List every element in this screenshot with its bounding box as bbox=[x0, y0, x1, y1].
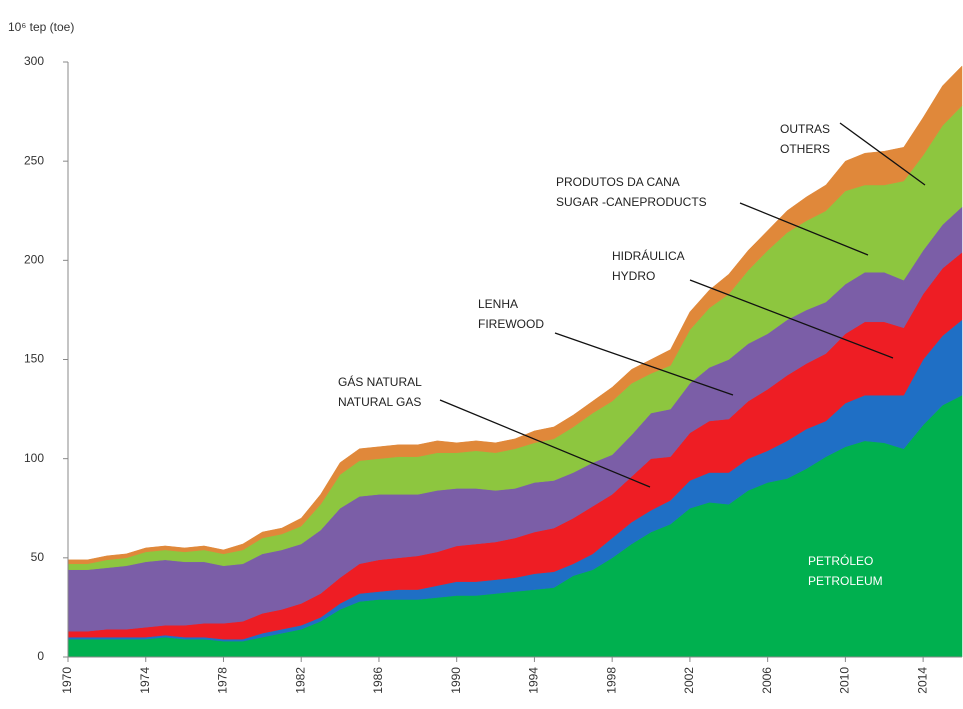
x-tick-label: 2010 bbox=[838, 667, 852, 694]
series-label: HYDRO bbox=[612, 269, 655, 283]
x-tick-label: 2014 bbox=[915, 667, 929, 694]
series-label-pt: LENHA bbox=[478, 297, 518, 311]
series-label-pt: HIDRÁULICA bbox=[612, 248, 685, 263]
series-label-pt: GÁS NATURAL bbox=[338, 374, 422, 389]
leader-line bbox=[689, 279, 894, 359]
y-tick-label: 200 bbox=[24, 253, 44, 267]
x-tick-label: 1990 bbox=[449, 667, 463, 694]
y-tick-label: 100 bbox=[24, 451, 44, 465]
series-label-pt: PRODUTOS DA CANA bbox=[556, 175, 680, 189]
series-label-pt: OUTRAS bbox=[780, 122, 830, 136]
leader-line bbox=[839, 122, 926, 186]
leader-line bbox=[554, 332, 734, 396]
y-axis-label: 10⁶ tep (toe) bbox=[8, 20, 74, 34]
y-tick-label: 250 bbox=[24, 153, 44, 167]
x-tick-label: 1982 bbox=[293, 667, 307, 694]
y-tick-label: 0 bbox=[37, 649, 44, 663]
series-label-pt: PETRÓLEO bbox=[808, 553, 873, 568]
x-tick-label: 1994 bbox=[527, 667, 541, 694]
x-tick-label: 1998 bbox=[604, 667, 618, 694]
y-tick-label: 50 bbox=[31, 550, 45, 564]
x-tick-label: 1978 bbox=[216, 667, 230, 694]
series-label: FIREWOOD bbox=[478, 317, 544, 331]
x-tick-label: 2006 bbox=[760, 667, 774, 694]
series-label: SUGAR -CANEPRODUCTS bbox=[556, 195, 707, 209]
series-label: OTHERS bbox=[780, 142, 830, 156]
x-tick-label: 1974 bbox=[138, 667, 152, 694]
series-label: NATURAL GAS bbox=[338, 395, 421, 409]
x-tick-label: 2002 bbox=[682, 667, 696, 694]
y-tick-label: 150 bbox=[24, 352, 44, 366]
area bbox=[67, 65, 963, 565]
series-label: PETROLEUM bbox=[808, 574, 883, 588]
x-tick-label: 1986 bbox=[371, 667, 385, 694]
y-tick-label: 300 bbox=[24, 54, 44, 68]
leader-line bbox=[739, 202, 869, 256]
leader-line bbox=[439, 399, 651, 488]
x-tick-label: 1970 bbox=[60, 667, 74, 694]
